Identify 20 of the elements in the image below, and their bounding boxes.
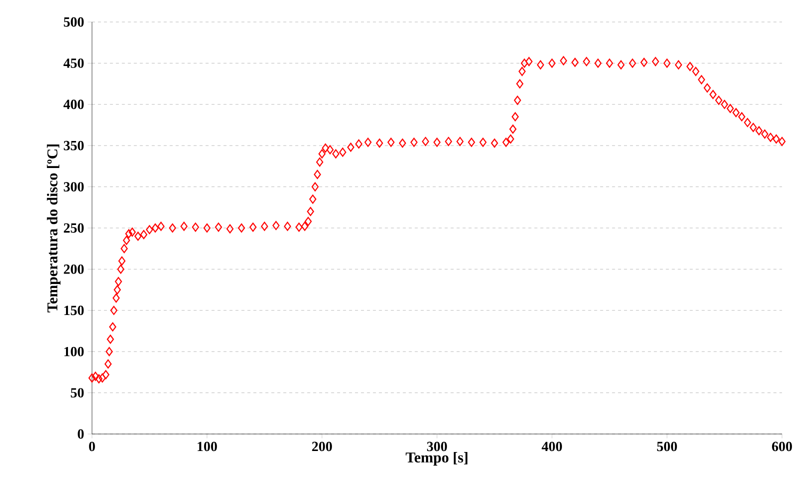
x-tick-label: 0 <box>89 442 95 452</box>
y-tick-label: 350 <box>64 140 84 150</box>
y-tick-label: 500 <box>64 17 84 27</box>
x-tick-label: 100 <box>198 442 217 452</box>
y-axis-title: Temperatura do disco [ºC] <box>46 144 60 312</box>
x-tick-label: 300 <box>427 442 447 452</box>
x-tick-label: 500 <box>657 442 677 452</box>
y-tick-label: 400 <box>63 100 84 110</box>
x-axis-title: Tempo [s] <box>406 452 468 466</box>
y-tick-label: 100 <box>64 346 84 356</box>
y-tick-label: 50 <box>70 388 84 398</box>
x-tick-label: 600 <box>772 442 792 452</box>
x-tick-label: 200 <box>312 442 332 452</box>
y-tick-label: 250 <box>64 223 84 233</box>
y-tick-label: 450 <box>63 58 84 68</box>
y-tick-label: 0 <box>78 429 84 439</box>
y-tick-label: 300 <box>64 182 84 192</box>
y-tick-label: 200 <box>64 264 84 274</box>
y-tick-label: 150 <box>64 306 84 316</box>
x-tick-label: 400 <box>542 442 562 452</box>
